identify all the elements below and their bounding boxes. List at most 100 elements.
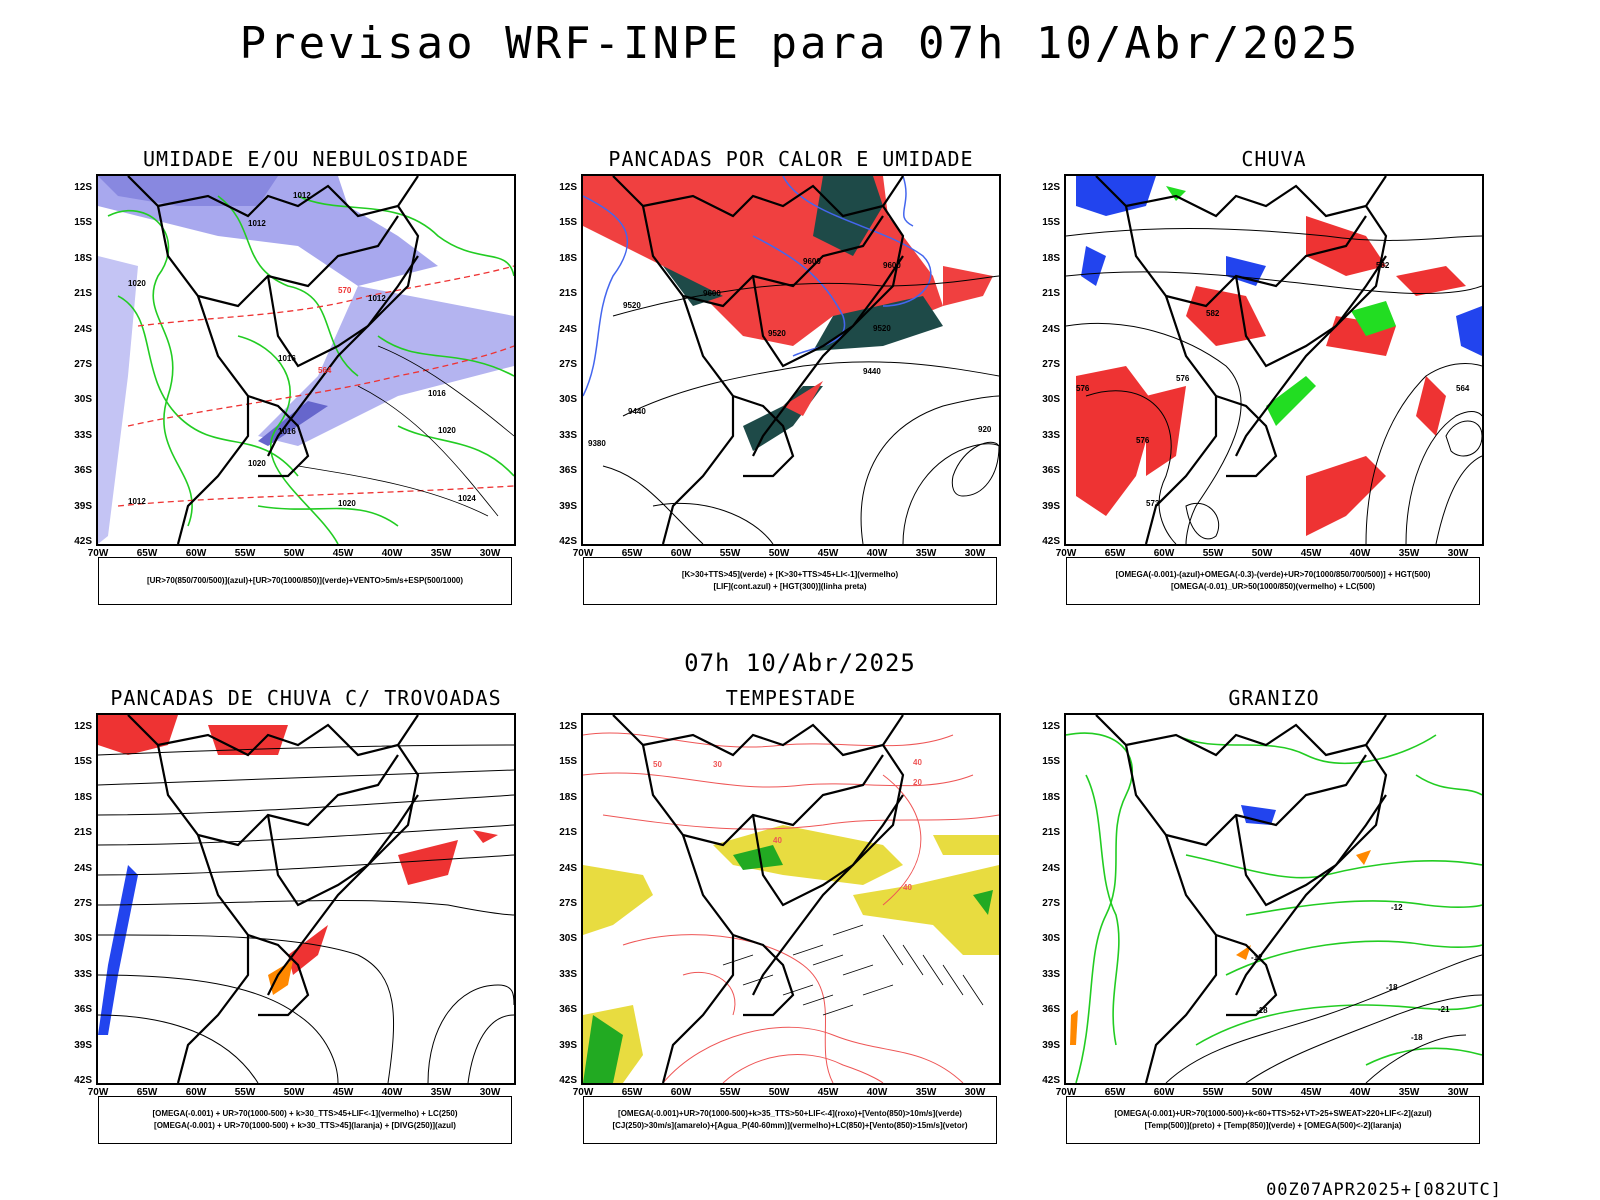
legend-line: [Temp(500)](preto) + [Temp(850)](verde) … — [1144, 1121, 1402, 1130]
lon-tick-label: 60W — [670, 1087, 692, 1098]
lon-tick-label: 55W — [234, 1087, 256, 1098]
lon-tick-label: 50W — [768, 548, 790, 559]
lon-tick-label: 40W — [1349, 1087, 1371, 1098]
lon-tick-label: 50W — [1251, 548, 1273, 559]
svg-text:1020: 1020 — [128, 279, 146, 288]
lat-tick-label: 18S — [559, 252, 577, 264]
lat-tick-label: 42S — [74, 1075, 92, 1086]
svg-text:9520: 9520 — [623, 301, 641, 310]
map-tempestade: 50 30 40 20 40 40 — [581, 713, 1001, 1085]
map-pancadas-calor: 9600 9600 9600 9520 9520 9520 9440 9440 9380… — [581, 174, 1001, 546]
lat-tick-label: 24S — [559, 862, 577, 874]
panel-pancadas-calor: PANCADAS POR CALOR E UMIDADE — [559, 147, 1001, 627]
lat-tick-label: 12S — [1042, 721, 1060, 732]
svg-text:1024: 1024 — [458, 494, 476, 503]
lon-tick-label: 65W — [621, 1087, 643, 1098]
lon-tick-label: 55W — [234, 548, 256, 559]
lon-tick-label: 70W — [1055, 548, 1077, 559]
lon-tick-label: 50W — [283, 548, 305, 559]
legend: [OMEGA(-0.001) + UR>70(1000-500) + k>30_… — [98, 1096, 512, 1144]
lon-tick-label: 40W — [381, 1087, 403, 1098]
lat-tick-label: 33S — [1042, 429, 1060, 441]
lon-tick-label: 65W — [1104, 548, 1126, 559]
lat-tick-label: 24S — [1042, 323, 1060, 335]
svg-text:-12: -12 — [1391, 903, 1403, 912]
panel-title: TEMPESTADE — [725, 686, 857, 710]
lon-tick-label: 35W — [430, 548, 452, 559]
lon-tick-label: 65W — [136, 548, 158, 559]
lat-tick-label: 30S — [74, 933, 92, 945]
map-trovoadas — [96, 713, 516, 1085]
svg-text:40: 40 — [773, 836, 782, 845]
lat-tick-label: 36S — [1042, 1004, 1060, 1016]
lon-tick-label: 30W — [964, 1087, 986, 1098]
legend-line: [OMEGA(-0.001)+UR>70(1000-500)+k<60+TTS>… — [1114, 1109, 1432, 1118]
panel-granizo: GRANIZO — [1042, 686, 1484, 1166]
lon-tick-label: 50W — [283, 1087, 305, 1098]
lat-tick-label: 18S — [559, 791, 577, 803]
lat-tick-label: 24S — [559, 323, 577, 335]
lat-tick-label: 15S — [559, 756, 577, 768]
legend: [OMEGA(-0.001)+UR>70(1000-500)+k>35_TTS>… — [583, 1096, 997, 1144]
legend: [K>30+TTS>45](verde) + [K>30+TTS>45+LI<-… — [583, 557, 997, 605]
svg-text:-21: -21 — [1438, 1005, 1450, 1014]
svg-text:9440: 9440 — [863, 367, 881, 376]
svg-text:564: 564 — [318, 366, 332, 375]
lon-tick-label: 35W — [1398, 548, 1420, 559]
svg-text:582: 582 — [1206, 309, 1220, 318]
svg-text:1016: 1016 — [278, 427, 296, 436]
lat-tick-label: 42S — [1042, 1075, 1060, 1086]
lat-tick-label: 15S — [1042, 217, 1060, 229]
legend-line: [LIF](cont.azul) + [HGT(300)](linha pret… — [713, 582, 867, 591]
svg-text:1012: 1012 — [128, 497, 146, 506]
lat-tick-label: 18S — [1042, 791, 1060, 803]
panel-title: UMIDADE E/OU NEBULOSIDADE — [142, 147, 470, 171]
lat-tick-label: 21S — [559, 827, 577, 839]
panel-trovoadas: PANCADAS DE CHUVA C/ TROVOADAS — [74, 686, 516, 1166]
lat-tick-label: 30S — [74, 394, 92, 406]
svg-text:576: 576 — [1176, 374, 1190, 383]
lon-tick-label: 70W — [87, 548, 109, 559]
lat-tick-label: 12S — [559, 182, 577, 193]
svg-text:576: 576 — [1136, 436, 1150, 445]
lat-tick-label: 30S — [559, 933, 577, 945]
svg-text:1020: 1020 — [248, 459, 266, 468]
lon-tick-label: 30W — [964, 548, 986, 559]
svg-text:-18: -18 — [1386, 983, 1398, 992]
lon-tick-label: 50W — [1251, 1087, 1273, 1098]
lon-tick-label: 40W — [866, 1087, 888, 1098]
lon-tick-label: 50W — [768, 1087, 790, 1098]
lat-tick-label: 30S — [1042, 394, 1060, 406]
lat-tick-label: 42S — [1042, 536, 1060, 547]
lat-tick-label: 42S — [559, 536, 577, 547]
lon-tick-label: 55W — [719, 548, 741, 559]
svg-text:9600: 9600 — [703, 289, 721, 298]
lat-tick-label: 24S — [1042, 862, 1060, 874]
main-title: Previsao WRF-INPE para 07h 10/Abr/2025 — [239, 18, 1361, 69]
lat-tick-label: 39S — [1042, 1039, 1060, 1051]
lat-tick-label: 33S — [74, 429, 92, 441]
svg-text:20: 20 — [913, 778, 922, 787]
lat-tick-label: 21S — [559, 288, 577, 300]
svg-text:9440: 9440 — [628, 407, 646, 416]
lat-tick-label: 18S — [74, 791, 92, 803]
lat-tick-label: 36S — [1042, 465, 1060, 477]
lat-tick-label: 36S — [559, 1004, 577, 1016]
svg-text:40: 40 — [913, 758, 922, 767]
lon-tick-label: 40W — [866, 548, 888, 559]
svg-text:9520: 9520 — [768, 329, 786, 338]
lon-tick-label: 30W — [479, 548, 501, 559]
panel-title: GRANIZO — [1228, 686, 1320, 710]
svg-text:1012: 1012 — [368, 294, 386, 303]
lat-tick-label: 21S — [1042, 827, 1060, 839]
lon-tick-label: 30W — [1447, 1087, 1469, 1098]
lon-tick-label: 45W — [332, 1087, 354, 1098]
lon-tick-label: 55W — [719, 1087, 741, 1098]
lat-tick-label: 27S — [1042, 359, 1060, 370]
lat-tick-label: 42S — [74, 536, 92, 547]
lat-tick-label: 30S — [1042, 933, 1060, 945]
legend-line: [OMEGA(-0.01)_UR>50(1000/850)(vermelho) … — [1170, 582, 1376, 591]
svg-text:920: 920 — [978, 425, 992, 434]
svg-text:1012: 1012 — [248, 219, 266, 228]
lat-tick-label: 21S — [1042, 288, 1060, 300]
